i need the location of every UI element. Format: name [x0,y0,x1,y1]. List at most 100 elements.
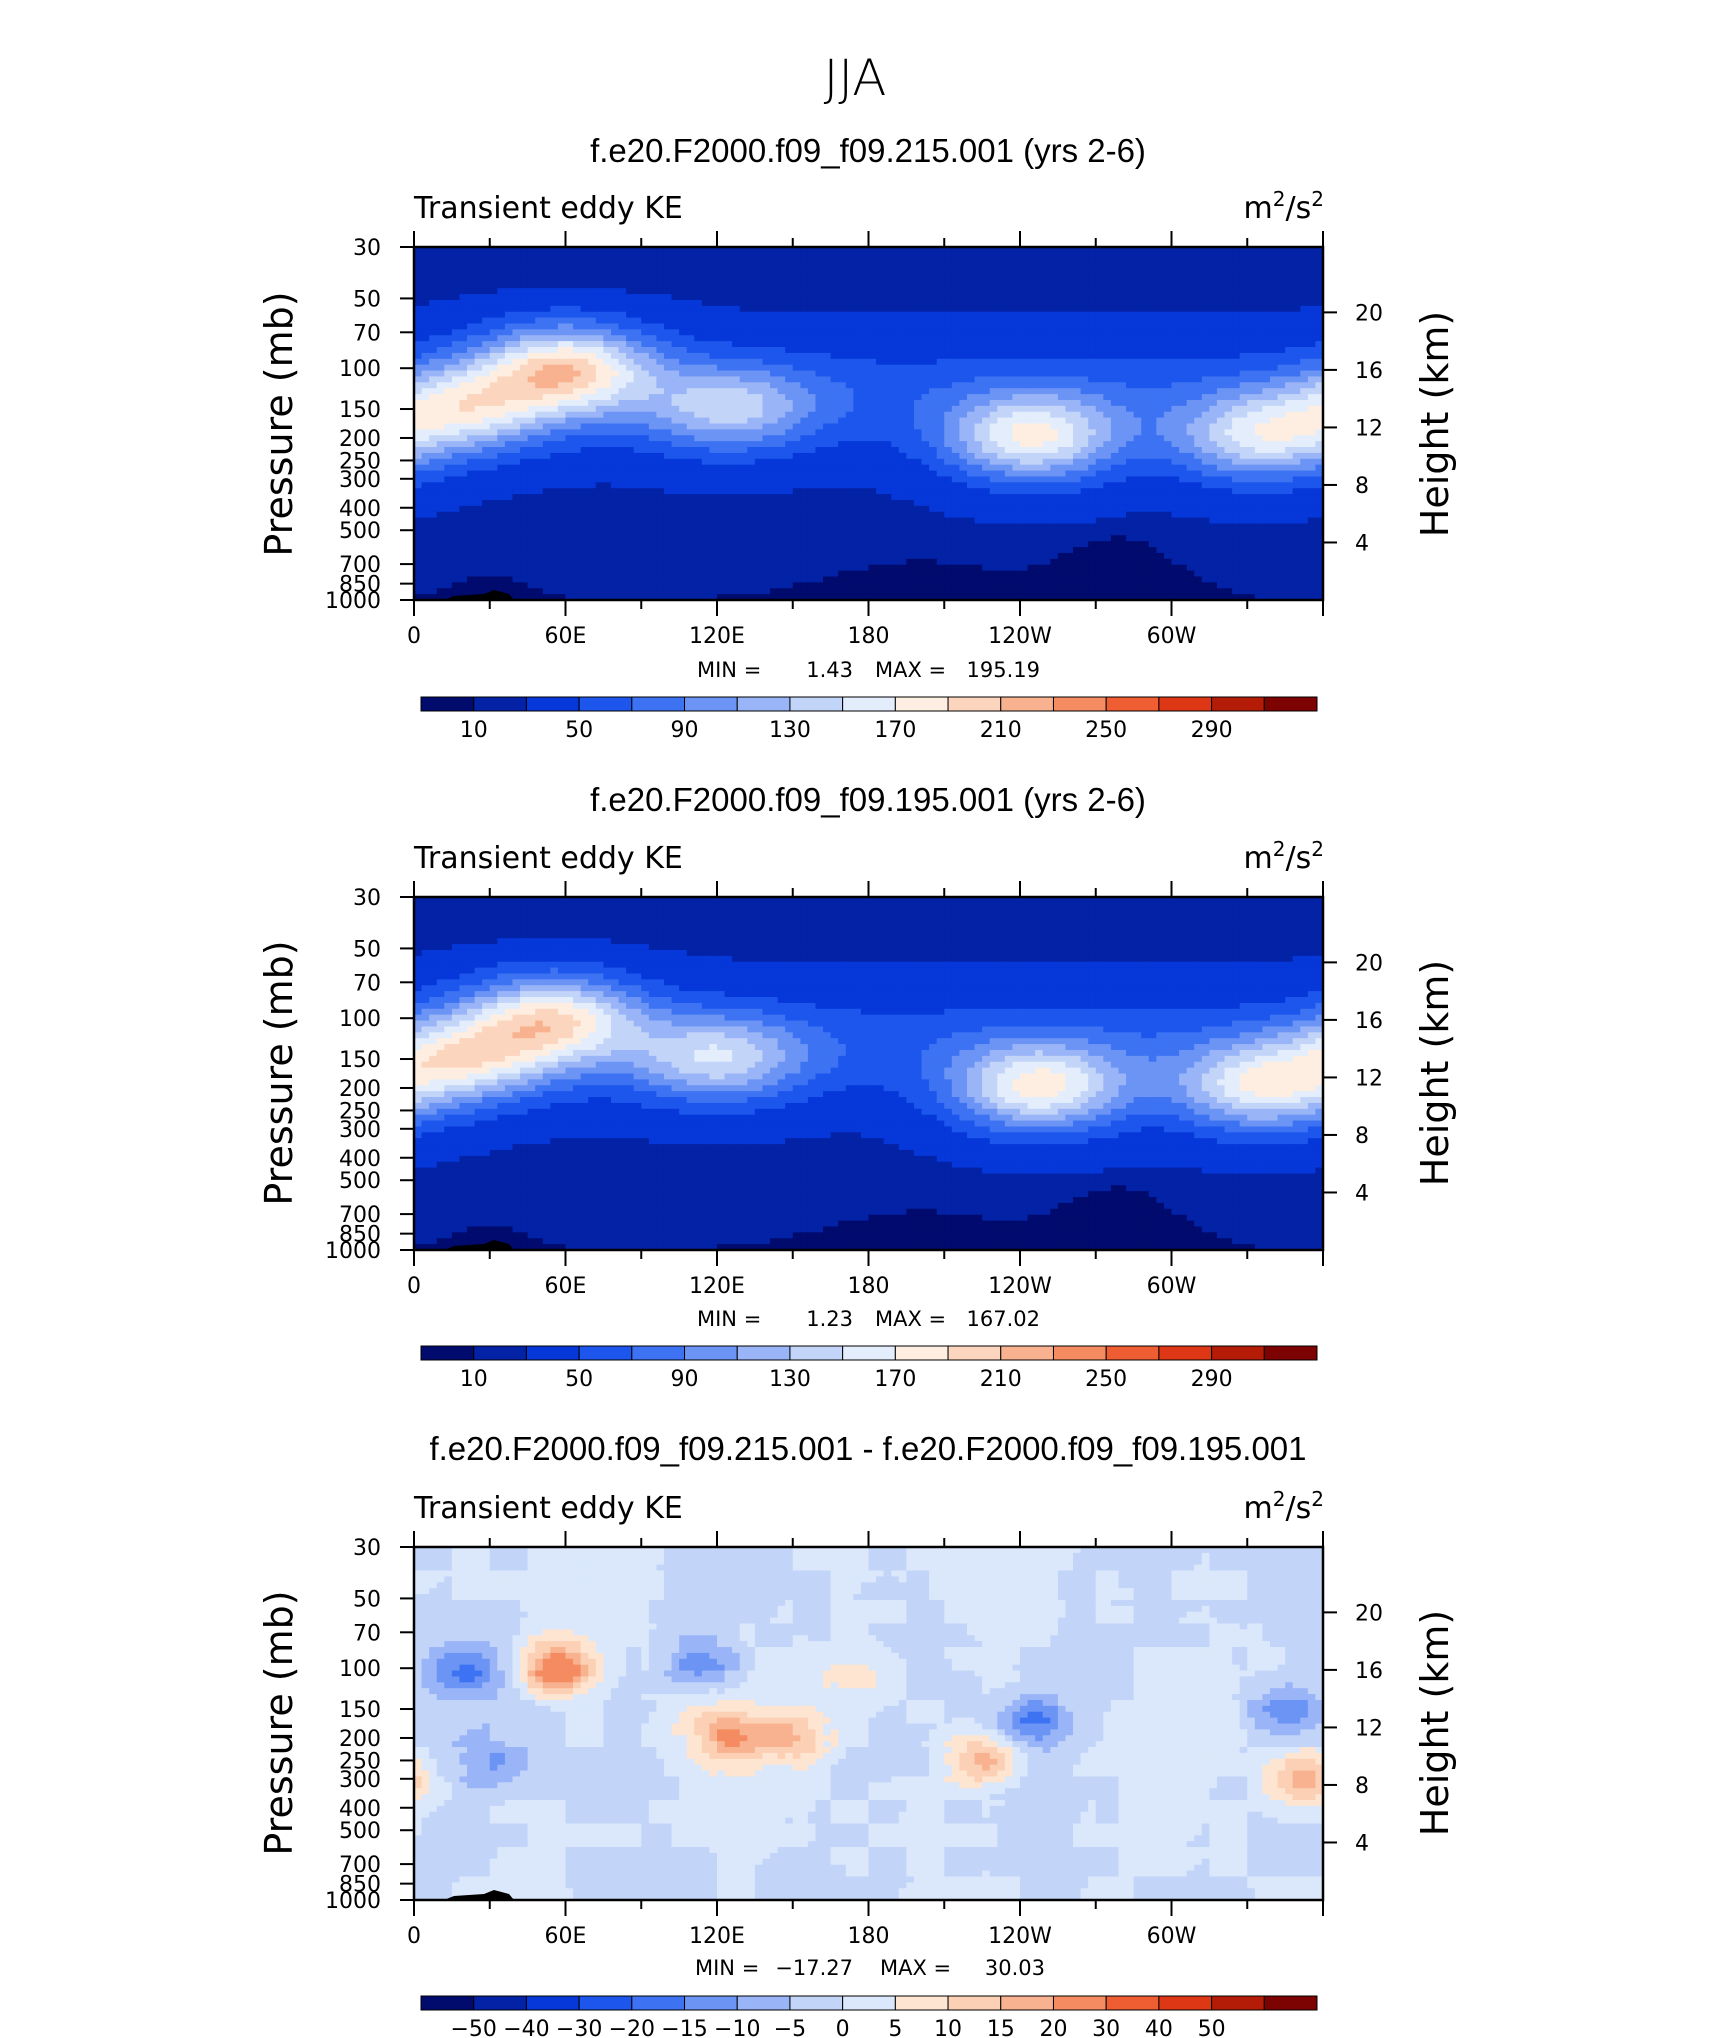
contour-cell [740,476,748,482]
contour-cell [952,353,960,359]
contour-cell [1005,400,1013,406]
contour-cell [831,441,839,447]
contour-cell [831,282,839,288]
contour-cell [649,471,657,477]
contour-cell [831,482,839,488]
contour-cell [573,424,581,430]
contour-cell [459,476,467,482]
contour-cell [922,312,930,318]
contour-cell [709,441,717,447]
contour-cell [846,429,854,435]
contour-cell [1164,359,1172,365]
contour-cell [853,276,861,282]
contour-cell [1270,276,1278,282]
contour-cell [1020,365,1028,371]
contour-cell [694,476,702,482]
contour-cell [550,282,558,288]
contour-cell [952,341,960,347]
contour-cell [876,471,884,477]
contour-cell [967,482,975,488]
contour-cell [815,382,823,388]
contour-cell [467,265,475,271]
contour-cell [679,318,687,324]
contour-cell [520,253,528,259]
contour-cell [694,435,702,441]
contour-cell [1149,371,1157,377]
contour-cell [687,476,695,482]
contour-cell [520,371,528,377]
contour-cell [1262,394,1270,400]
contour-cell [770,323,778,329]
contour-cell [952,294,960,300]
contour-cell [922,482,930,488]
contour-cell [891,465,899,471]
contour-cell [952,259,960,265]
contour-cell [1103,306,1111,312]
contour-cell [1103,471,1111,477]
contour-cell [1149,441,1157,447]
contour-cell [1134,253,1142,259]
contour-cell [535,388,543,394]
contour-cell [755,323,763,329]
contour-cell [1005,312,1013,318]
contour-cell [914,429,922,435]
contour-cell [656,476,664,482]
contour-cell [1096,412,1104,418]
contour-cell [429,341,437,347]
contour-cell [687,306,695,312]
contour-cell [475,253,483,259]
contour-cell [1081,359,1089,365]
contour-cell [831,253,839,259]
contour-cell [656,394,664,400]
contour-cell [1278,276,1286,282]
contour-cell [649,429,657,435]
contour-cell [1096,318,1104,324]
contour-cell [906,365,914,371]
contour-cell [906,441,914,447]
contour-cell [1255,376,1263,382]
contour-cell [929,459,937,465]
contour-cell [762,253,770,259]
contour-cell [1043,412,1051,418]
contour-cell [641,347,649,353]
contour-cell [1088,447,1096,453]
contour-cell [1270,265,1278,271]
contour-cell [1270,294,1278,300]
contour-cell [838,453,846,459]
contour-cell [694,282,702,288]
contour-cell [1058,271,1066,277]
contour-cell [1134,400,1142,406]
contour-cell [512,271,520,277]
contour-cell [944,429,952,435]
contour-cell [899,335,907,341]
contour-cell [725,341,733,347]
contour-cell [656,318,664,324]
contour-cell [1149,265,1157,271]
contour-cell [755,294,763,300]
contour-cell [1225,306,1233,312]
contour-cell [1043,294,1051,300]
contour-cell [437,329,445,335]
contour-cell [1141,412,1149,418]
contour-cell [687,488,695,494]
contour-cell [702,482,710,488]
contour-cell [747,371,755,377]
contour-cell [1126,429,1134,435]
contour-cell [815,376,823,382]
contour-cell [611,435,619,441]
contour-cell [838,323,846,329]
contour-cell [808,359,816,365]
contour-cell [869,335,877,341]
contour-cell [861,465,869,471]
contour-cell [1141,435,1149,441]
contour-cell [1050,335,1058,341]
contour-cell [694,276,702,282]
contour-cell [573,441,581,447]
contour-cell [581,441,589,447]
contour-cell [444,323,452,329]
contour-cell [1020,341,1028,347]
contour-cell [959,447,967,453]
contour-cell [747,441,755,447]
contour-cell [1065,335,1073,341]
contour-cell [634,306,642,312]
